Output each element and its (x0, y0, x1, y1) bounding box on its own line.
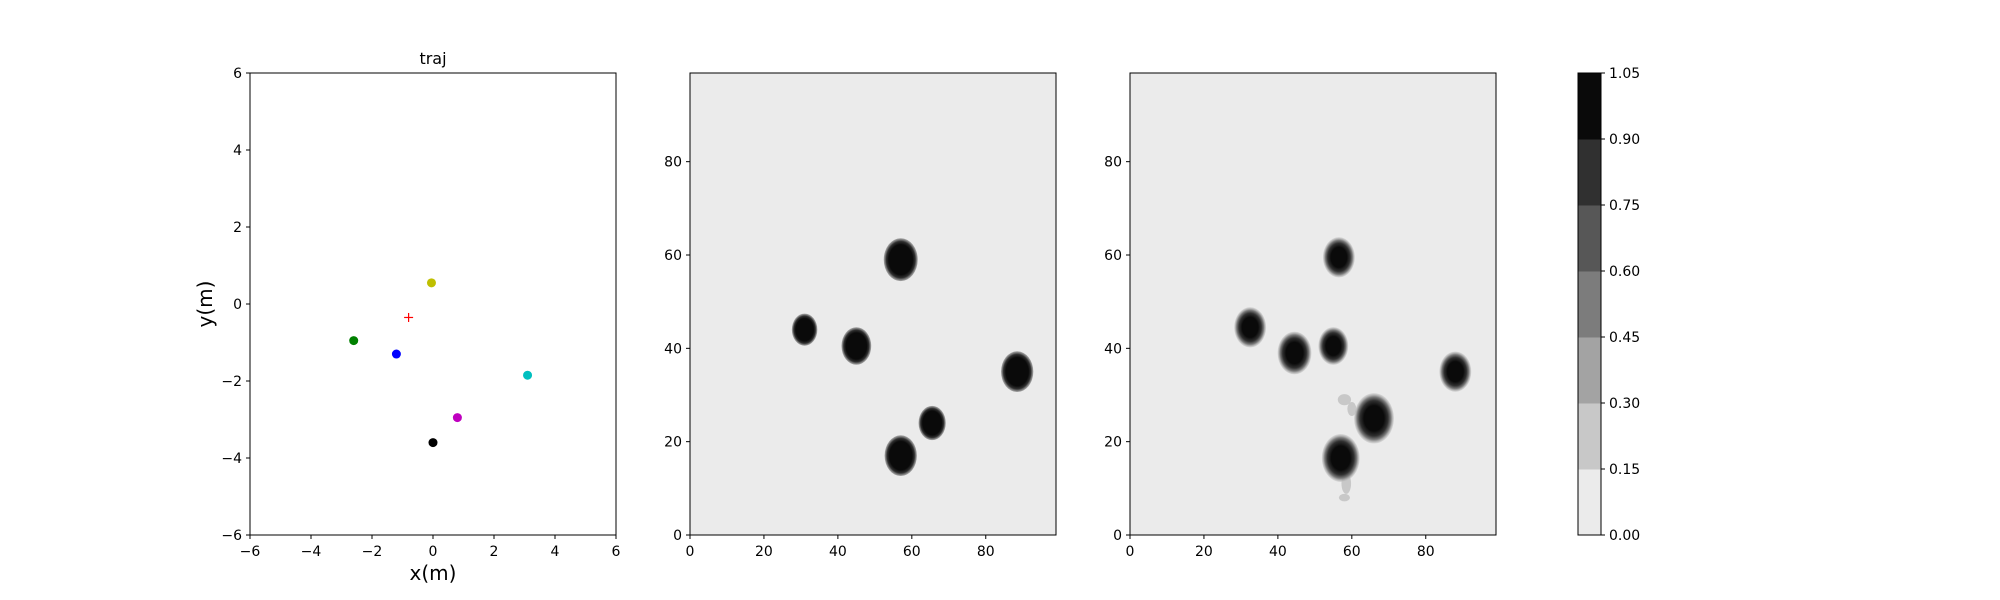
traj-point (523, 370, 533, 380)
traj-x-tick-label: 0 (429, 544, 438, 560)
heatmap-2-plot-frame (1129, 72, 1497, 536)
heatmap-2-x-tick-label: 80 (1417, 544, 1435, 560)
heatmap-2-blob (1354, 393, 1394, 444)
heatmap-2-y-tick-label: 0 (1113, 528, 1122, 544)
heatmap-2-y-tick-label: 60 (1104, 248, 1122, 264)
heatmap-1-blob (841, 327, 872, 365)
colorbar-level (1578, 271, 1601, 338)
traj-point (349, 336, 359, 346)
heatmap-1-x-tick-label: 40 (829, 544, 847, 560)
heatmap-2-x-tick-label: 60 (1343, 544, 1361, 560)
heatmap-2-y-tick-label: 40 (1104, 341, 1122, 357)
traj-x-tick-label: 2 (490, 544, 499, 560)
heatmap-1-y-tick-label: 60 (664, 248, 682, 264)
colorbar-tick-label: 0.45 (1609, 330, 1640, 346)
traj-x-tick-label: −2 (362, 544, 383, 560)
traj-y-tick-label: 6 (233, 66, 242, 82)
heatmap-2-x-tick-label: 0 (1126, 544, 1135, 560)
heatmap-2-blob (1322, 237, 1355, 278)
colorbar-ticks: 0.00 0.15 0.30 0.45 0.60 0.75 0.90 1.05 (1601, 66, 1640, 544)
heatmap-2-blob (1321, 434, 1360, 482)
colorbar-level (1578, 73, 1601, 140)
heatmap-1-y-tick-label: 80 (664, 155, 682, 171)
colorbar-tick-label: 0.75 (1609, 198, 1640, 214)
heatmap-2-faint-region (1347, 402, 1357, 416)
colorbar-levels (1578, 73, 1601, 536)
heatmap-2-y-tick-label: 80 (1104, 155, 1122, 171)
traj-x-tick-label: 6 (612, 544, 621, 560)
heatmap-1-y-tick-label: 0 (673, 528, 682, 544)
heatmap-1-blob (791, 313, 818, 346)
heatmap-2-x-tick-label: 40 (1269, 544, 1287, 560)
heatmap-1-blob (883, 238, 918, 282)
heatmap-1-x-ticks: 0 20 40 60 80 (686, 535, 995, 560)
heatmap-2-blob (1277, 331, 1312, 375)
colorbar: 0.00 0.15 0.30 0.45 0.60 0.75 0.90 1.05 (1577, 66, 1640, 544)
traj-y-tick-label: 0 (233, 297, 242, 313)
traj-y-tick-label: 2 (233, 220, 242, 236)
traj-y-axis-label: y(m) (193, 281, 217, 328)
heatmap-1-y-tick-label: 40 (664, 341, 682, 357)
heatmap-1-y-tick-label: 20 (664, 435, 682, 451)
heatmap-2-x-tick-label: 20 (1195, 544, 1213, 560)
colorbar-level (1578, 403, 1601, 470)
colorbar-tick-label: 1.05 (1609, 66, 1640, 82)
traj-y-tick-label: −2 (221, 374, 242, 390)
traj-plot-frame (249, 72, 617, 536)
colorbar-level (1578, 337, 1601, 404)
traj-y-tick-label: 4 (233, 143, 242, 159)
heatmap-2-x-ticks: 0 20 40 60 80 (1126, 535, 1435, 560)
heatmap-1-blob (884, 435, 917, 477)
traj-point (391, 349, 401, 359)
traj-x-tick-label: 4 (551, 544, 560, 560)
traj-marks (349, 278, 533, 448)
traj-x-axis-label: x(m) (410, 561, 457, 585)
colorbar-level (1578, 205, 1601, 272)
traj-y-tick-label: −6 (221, 528, 242, 544)
colorbar-tick-label: 0.60 (1609, 264, 1640, 280)
heatmap-2-faint-region (1338, 493, 1350, 502)
traj-point (452, 413, 462, 423)
colorbar-level (1578, 139, 1601, 206)
traj-x-tick-label: −4 (301, 544, 322, 560)
colorbar-tick-label: 0.00 (1609, 528, 1640, 544)
heatmap-2-blob (1234, 307, 1267, 348)
heatmap-2-blob (1439, 351, 1472, 392)
heatmap-1-x-tick-label: 0 (686, 544, 695, 560)
colorbar-tick-label: 0.30 (1609, 396, 1640, 412)
traj-point-plus (404, 312, 414, 322)
heatmap-2-background (1130, 73, 1496, 535)
heatmap-1-blob (1001, 351, 1034, 393)
heatmap-1-x-tick-label: 80 (977, 544, 995, 560)
heatmap-panel-1: 0 20 40 60 80 0 20 40 60 80 (664, 72, 1057, 560)
traj-panel: traj −6 −4 −2 0 2 4 6 −6 −4 −2 0 2 4 6 x(m) y(m) (193, 49, 621, 585)
heatmap-1-x-tick-label: 60 (903, 544, 921, 560)
traj-point (426, 278, 436, 288)
heatmap-1-blob (918, 405, 946, 441)
colorbar-frame (1577, 72, 1602, 536)
heatmap-1-x-tick-label: 20 (755, 544, 773, 560)
heatmap-1-plot-frame (689, 72, 1057, 536)
heatmap-panel-2: 0 20 40 60 80 0 20 40 60 80 (1104, 72, 1497, 560)
heatmap-1-background (690, 73, 1056, 535)
heatmap-1-blobs (791, 238, 1034, 477)
traj-y-ticks: −6 −4 −2 0 2 4 6 (221, 66, 250, 544)
heatmap-2-blob (1318, 327, 1349, 365)
colorbar-tick-label: 0.15 (1609, 462, 1640, 478)
heatmap-2-faint-region (1337, 394, 1352, 406)
heatmap-2-y-tick-label: 20 (1104, 435, 1122, 451)
colorbar-level (1578, 469, 1601, 536)
traj-point (428, 438, 438, 448)
traj-title: traj (419, 49, 446, 68)
heatmap-2-y-ticks: 0 20 40 60 80 (1104, 155, 1130, 544)
traj-x-ticks: −6 −4 −2 0 2 4 6 (240, 535, 621, 560)
colorbar-tick-label: 0.90 (1609, 132, 1640, 148)
traj-y-tick-label: −4 (221, 451, 242, 467)
traj-x-tick-label: −6 (240, 544, 261, 560)
heatmap-2-blobs (1234, 237, 1472, 502)
heatmap-1-y-ticks: 0 20 40 60 80 (664, 155, 690, 544)
